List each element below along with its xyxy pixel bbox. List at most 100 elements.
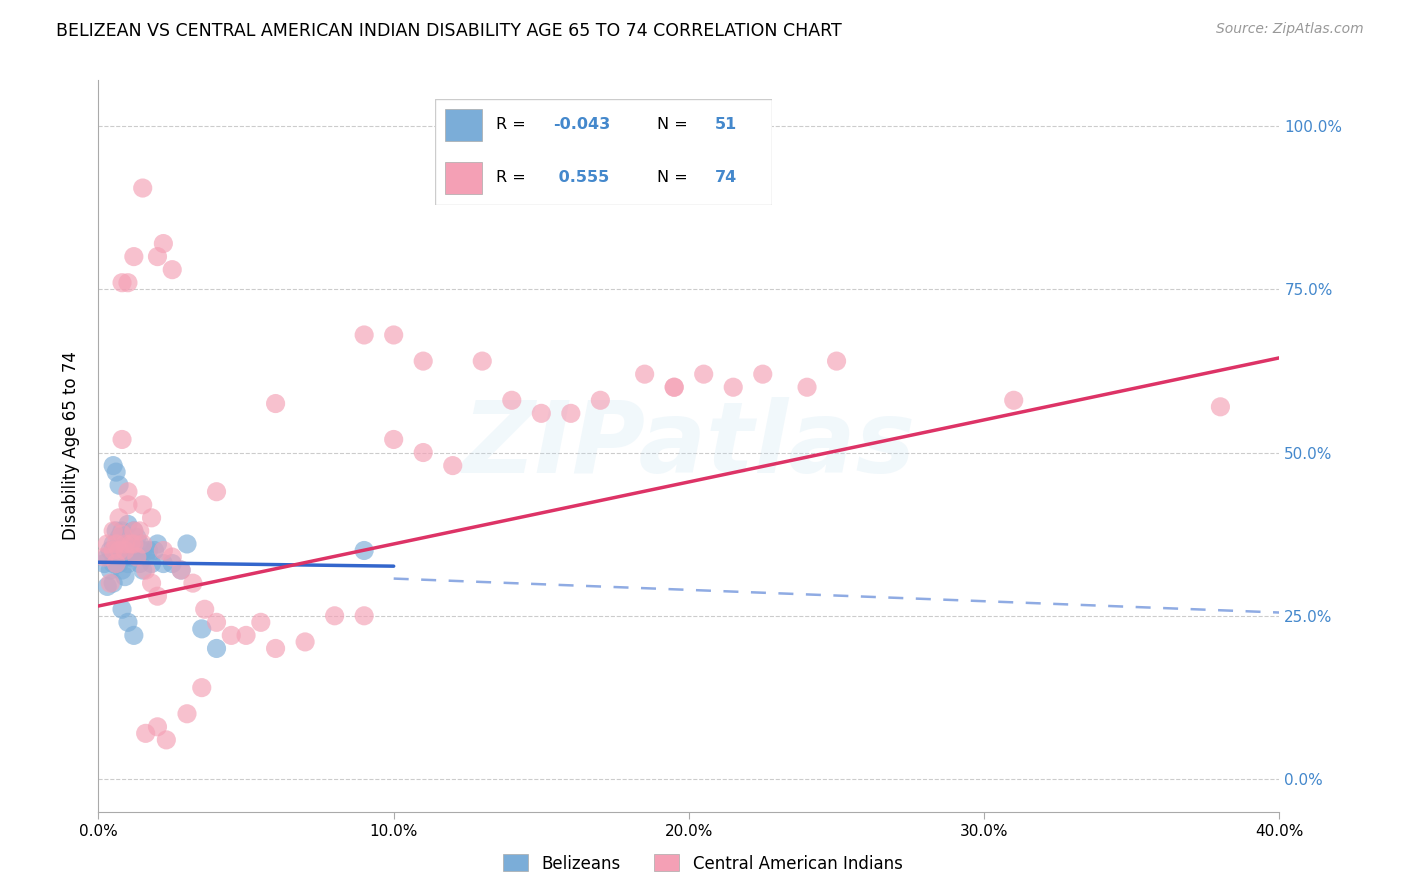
Point <box>125 549 148 564</box>
Point <box>122 628 145 642</box>
Point <box>128 524 150 538</box>
Point <box>111 433 134 447</box>
Point <box>633 367 655 381</box>
Point <box>103 524 125 538</box>
Point <box>125 530 148 544</box>
Point <box>111 524 134 538</box>
Text: Source: ZipAtlas.com: Source: ZipAtlas.com <box>1216 22 1364 37</box>
Point <box>120 549 142 564</box>
Point <box>108 543 131 558</box>
Point <box>353 543 375 558</box>
Point <box>155 732 177 747</box>
Point <box>176 706 198 721</box>
Point <box>96 579 118 593</box>
Point <box>412 354 434 368</box>
Point <box>114 537 136 551</box>
Point <box>122 250 145 264</box>
Point <box>382 328 405 343</box>
Point <box>117 543 139 558</box>
Point <box>141 511 163 525</box>
Point <box>135 549 157 564</box>
Point <box>93 557 115 571</box>
Point <box>117 484 139 499</box>
Point <box>412 445 434 459</box>
Point <box>132 181 155 195</box>
Point <box>103 543 125 558</box>
Point <box>120 537 142 551</box>
Point <box>191 681 214 695</box>
Point <box>122 524 145 538</box>
Point <box>128 537 150 551</box>
Point <box>117 498 139 512</box>
Point <box>152 557 174 571</box>
Point <box>105 543 128 558</box>
Point <box>264 396 287 410</box>
Point <box>114 569 136 583</box>
Point <box>235 628 257 642</box>
Point <box>120 537 142 551</box>
Point <box>138 543 160 558</box>
Point <box>152 543 174 558</box>
Point <box>146 537 169 551</box>
Point <box>751 367 773 381</box>
Point <box>114 543 136 558</box>
Point <box>205 484 228 499</box>
Point <box>152 236 174 251</box>
Point <box>114 537 136 551</box>
Text: ZIPatlas: ZIPatlas <box>463 398 915 494</box>
Point <box>323 608 346 623</box>
Point <box>122 537 145 551</box>
Point <box>141 557 163 571</box>
Point <box>103 557 125 571</box>
Point <box>530 406 553 420</box>
Point <box>105 537 128 551</box>
Point <box>382 433 405 447</box>
Point <box>105 557 128 571</box>
Point <box>146 589 169 603</box>
Point <box>98 543 121 558</box>
Point <box>96 549 118 564</box>
Point <box>117 276 139 290</box>
Point <box>108 511 131 525</box>
Point <box>114 549 136 564</box>
Point <box>128 557 150 571</box>
Point <box>294 635 316 649</box>
Point <box>194 602 217 616</box>
Point <box>108 530 131 544</box>
Point <box>111 276 134 290</box>
Point <box>111 543 134 558</box>
Point <box>664 380 686 394</box>
Point <box>181 576 204 591</box>
Point <box>122 543 145 558</box>
Point <box>103 576 125 591</box>
Point <box>111 563 134 577</box>
Point <box>264 641 287 656</box>
Point <box>96 537 118 551</box>
Point <box>146 720 169 734</box>
Y-axis label: Disability Age 65 to 74: Disability Age 65 to 74 <box>62 351 80 541</box>
Point <box>219 628 242 642</box>
Point <box>108 557 131 571</box>
Point <box>353 608 375 623</box>
Point <box>441 458 464 473</box>
Point <box>98 563 121 577</box>
Point <box>146 250 169 264</box>
Text: BELIZEAN VS CENTRAL AMERICAN INDIAN DISABILITY AGE 65 TO 74 CORRELATION CHART: BELIZEAN VS CENTRAL AMERICAN INDIAN DISA… <box>56 22 842 40</box>
Point <box>108 543 131 558</box>
Point <box>501 393 523 408</box>
Point <box>191 622 214 636</box>
Point <box>117 615 139 630</box>
Point <box>111 527 134 541</box>
Point <box>1002 393 1025 408</box>
Point <box>205 641 228 656</box>
Point <box>723 380 745 394</box>
Point <box>170 563 193 577</box>
Point <box>122 524 145 538</box>
Point <box>132 563 155 577</box>
Point <box>250 615 273 630</box>
Point <box>132 498 155 512</box>
Point <box>162 557 183 571</box>
Point <box>1209 400 1232 414</box>
Point <box>98 576 121 591</box>
Point <box>693 367 716 381</box>
